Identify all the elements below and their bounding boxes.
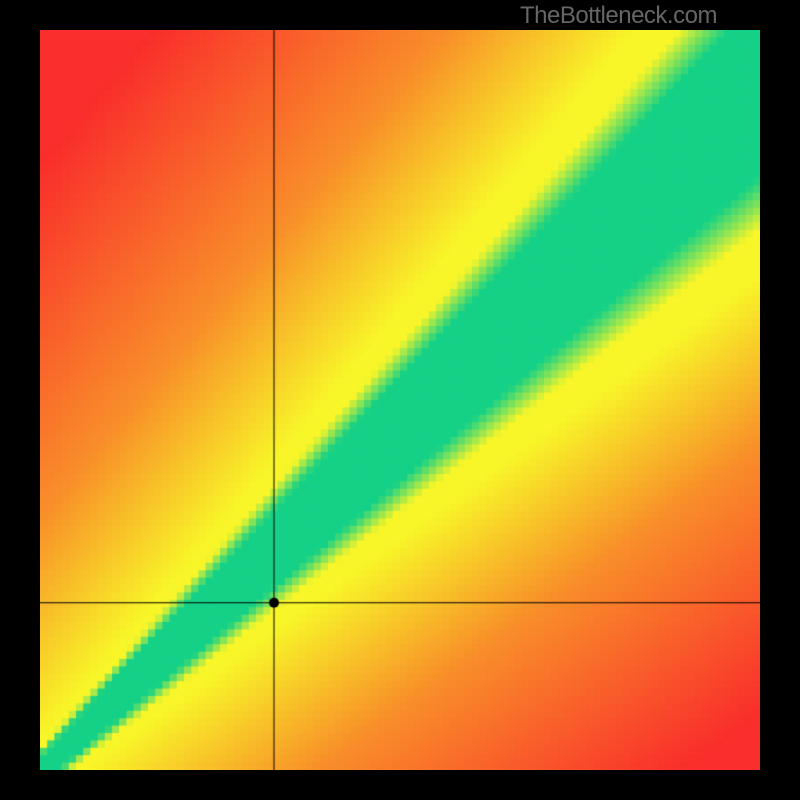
chart-container: TheBottleneck.com <box>0 0 800 800</box>
watermark-text: TheBottleneck.com <box>520 2 717 30</box>
bottleneck-heatmap <box>40 30 760 770</box>
